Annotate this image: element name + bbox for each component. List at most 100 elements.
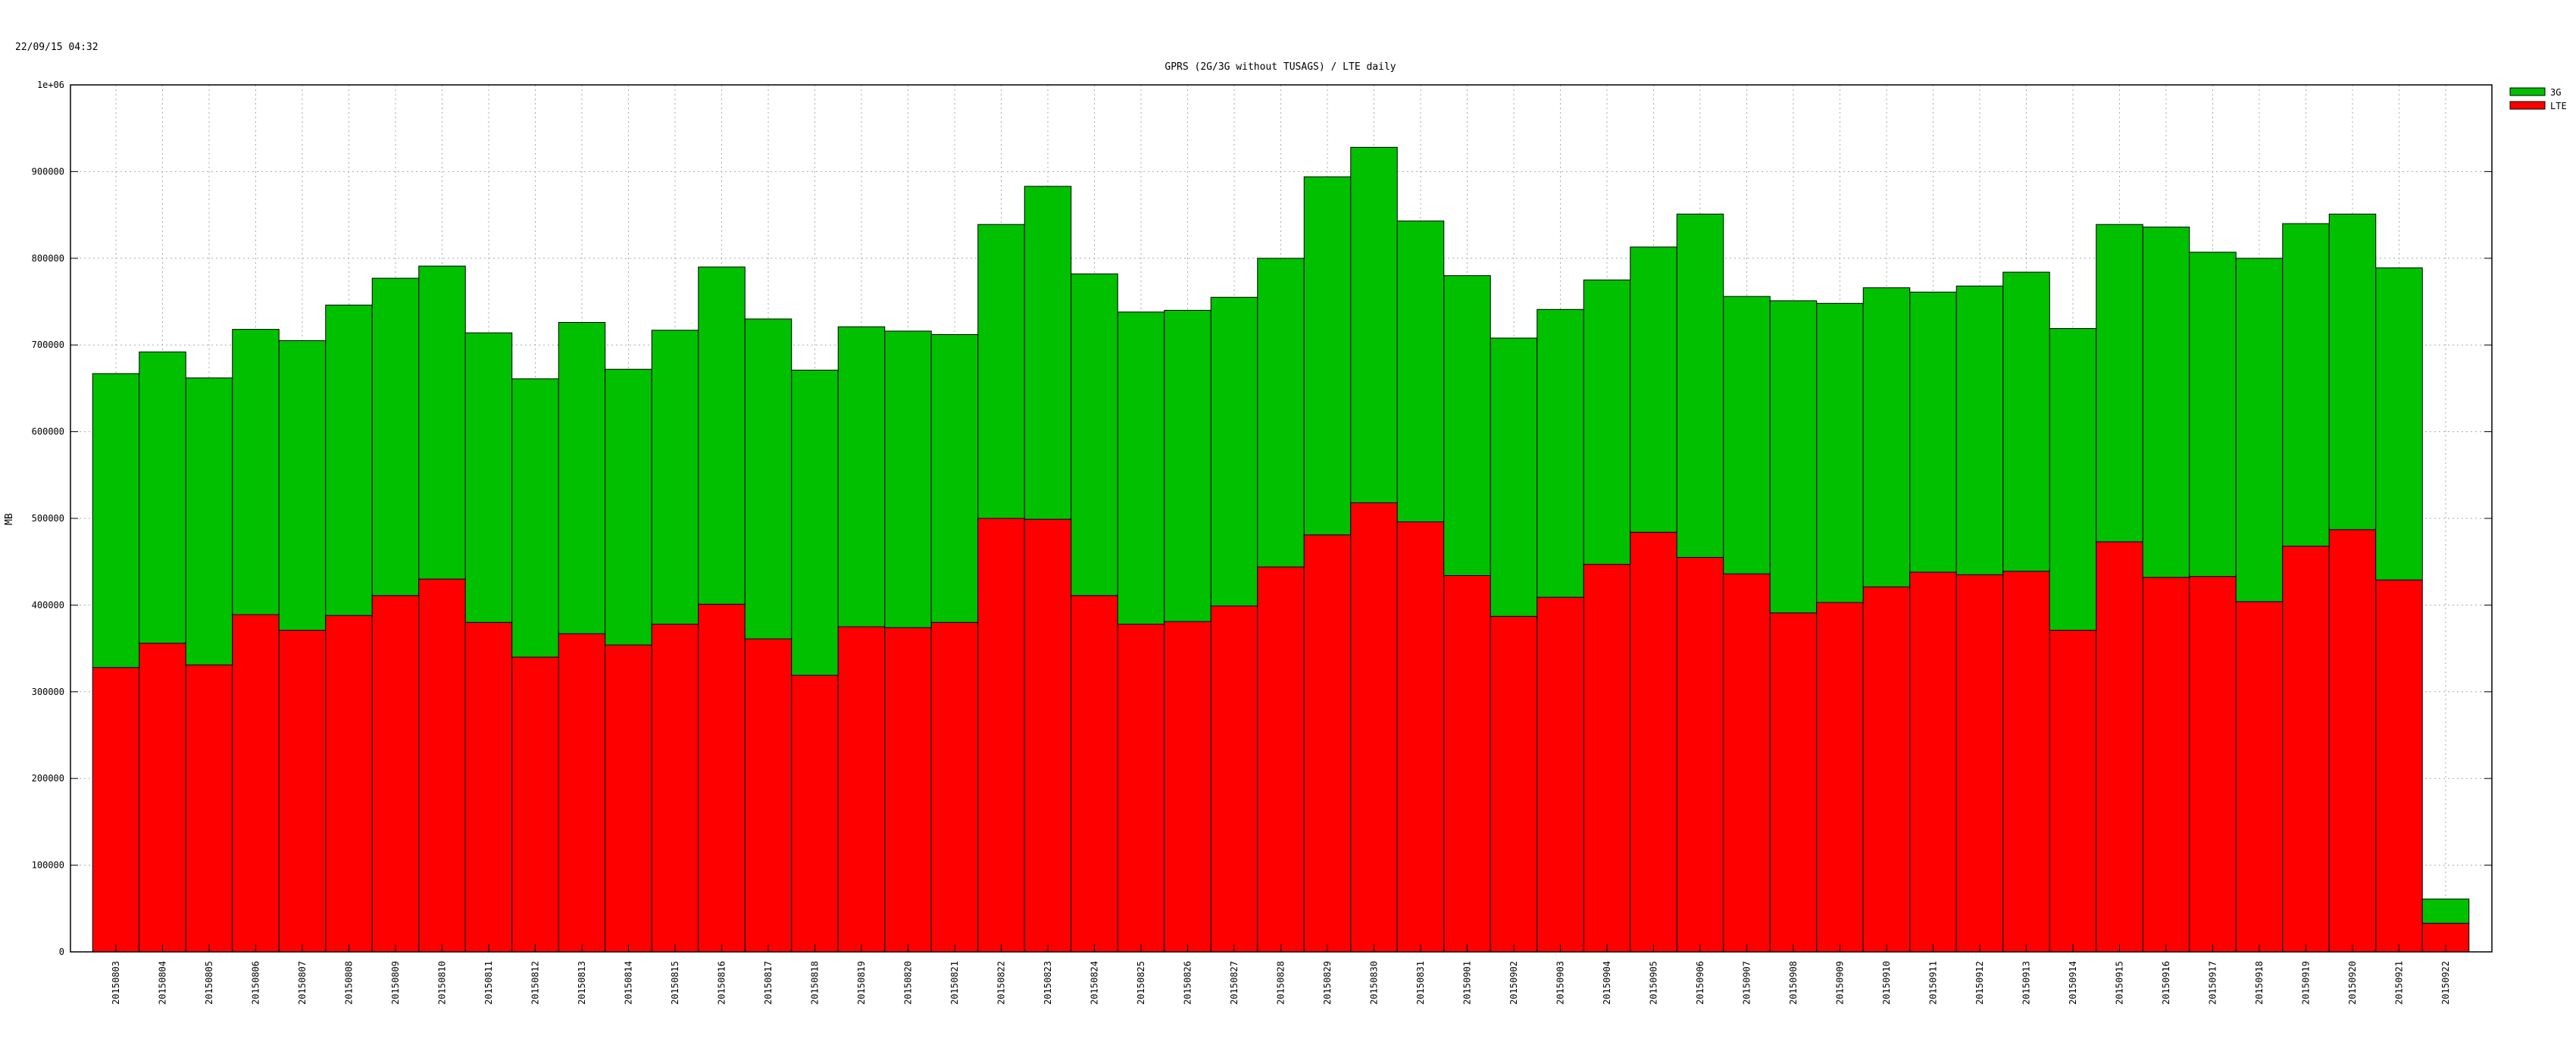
bar-lte <box>2049 630 2097 953</box>
x-tick-label: 20150917 <box>2208 961 2218 1005</box>
chart-title: GPRS (2G/3G without TUSAGS) / LTE daily <box>1165 61 1396 73</box>
legend: 3G LTE <box>2509 87 2567 111</box>
bar-lte <box>1071 595 1118 953</box>
x-tick-label: 20150817 <box>763 961 774 1005</box>
y-tick-label: 0 <box>59 947 64 957</box>
x-tick-label: 20150808 <box>344 961 355 1005</box>
bar-3g <box>2375 267 2423 581</box>
x-tick-label: 20150901 <box>1462 961 1473 1005</box>
y-axis-label: MB <box>4 513 15 525</box>
bar-lte <box>185 664 233 953</box>
bar-3g <box>464 332 513 623</box>
x-tick-label: 20150907 <box>1742 961 1752 1005</box>
bar-lte <box>837 626 886 953</box>
x-tick-label: 20150818 <box>810 961 821 1005</box>
bar-3g <box>2002 271 2050 572</box>
legend-label: LTE <box>2550 101 2567 111</box>
bar-3g <box>1537 308 1584 598</box>
bar-3g <box>1862 287 1911 587</box>
bar-lte <box>744 638 792 953</box>
bar-3g <box>2328 213 2377 530</box>
x-tick-label: 20150815 <box>670 961 680 1005</box>
x-tick-label: 20150803 <box>111 961 121 1005</box>
bar-lte <box>1443 575 1491 953</box>
bar-lte <box>884 627 932 953</box>
x-tick-label: 20150805 <box>204 961 214 1005</box>
bar-3g <box>1257 258 1305 568</box>
bar-3g <box>278 340 327 631</box>
x-tick-label: 20150916 <box>2161 961 2171 1005</box>
x-tick-label: 20150814 <box>624 961 634 1005</box>
bar-lte <box>2235 601 2284 953</box>
bar-lte <box>2375 579 2423 953</box>
bar-3g <box>558 321 606 634</box>
bar-3g <box>1350 146 1398 503</box>
legend-swatch <box>2509 87 2546 96</box>
bar-lte <box>232 614 280 953</box>
bar-3g <box>1955 285 2004 575</box>
bar-3g <box>1396 221 1445 523</box>
bar-3g <box>325 305 373 616</box>
y-tick-label: 800000 <box>32 253 64 264</box>
bar-lte <box>791 674 839 953</box>
bar-lte <box>1583 564 1631 953</box>
bar-lte <box>558 633 606 953</box>
bar-3g <box>2096 224 2143 543</box>
bar-lte <box>278 630 327 953</box>
x-tick-label: 20150919 <box>2301 961 2312 1005</box>
bar-3g <box>1210 296 1258 607</box>
x-tick-label: 20150905 <box>1649 961 1659 1005</box>
x-tick-label: 20150810 <box>437 961 448 1005</box>
y-tick-label: 100000 <box>32 860 64 871</box>
bar-3g <box>139 351 186 644</box>
bar-3g <box>1443 275 1491 577</box>
bar-3g <box>698 266 746 605</box>
bar-3g <box>605 368 652 646</box>
x-tick-label: 20150824 <box>1089 961 1100 1005</box>
bar-lte <box>651 624 699 953</box>
bar-3g <box>651 330 699 625</box>
bar-3g <box>884 330 932 628</box>
y-tick-label: 500000 <box>32 513 64 524</box>
bar-lte <box>92 667 140 953</box>
bar-lte <box>1537 596 1584 953</box>
bar-3g <box>791 369 839 676</box>
bar-lte <box>1769 612 1818 953</box>
y-tick-label: 300000 <box>32 687 64 697</box>
bar-3g <box>2282 223 2330 547</box>
bar-lte <box>977 518 1025 953</box>
x-tick-label: 20150816 <box>717 961 727 1005</box>
bar-lte <box>1117 624 1165 953</box>
bar-lte <box>1816 602 1864 953</box>
bar-3g <box>837 326 886 628</box>
x-tick-label: 20150827 <box>1229 961 1240 1005</box>
y-tick-label: 200000 <box>32 773 64 784</box>
bar-lte <box>1164 621 1211 953</box>
x-tick-label: 20150921 <box>2394 961 2405 1005</box>
bar-lte <box>2328 529 2377 953</box>
bar-3g <box>1816 302 1864 603</box>
bar-3g <box>1024 186 1072 520</box>
x-tick-label: 20150829 <box>1322 961 1333 1005</box>
x-tick-label: 20150910 <box>1881 961 1892 1005</box>
bar-3g <box>1909 291 1957 573</box>
x-tick-label: 20150922 <box>2440 961 2451 1005</box>
x-tick-label: 20150821 <box>949 961 960 1005</box>
bar-3g <box>1490 337 1538 617</box>
x-tick-label: 20150807 <box>297 961 308 1005</box>
bar-lte <box>1723 573 1771 953</box>
bar-lte <box>2096 541 2143 953</box>
y-tick-label: 400000 <box>32 599 64 610</box>
bar-lte <box>1676 556 1724 953</box>
bar-lte <box>1257 566 1305 953</box>
x-tick-label: 20150812 <box>530 961 541 1005</box>
x-tick-label: 20150911 <box>1928 961 1939 1005</box>
bar-lte <box>464 621 513 953</box>
bar-lte <box>2189 576 2237 953</box>
bar-3g <box>371 277 420 596</box>
bar-3g <box>977 224 1025 519</box>
x-tick-label: 20150914 <box>2068 961 2078 1005</box>
x-tick-label: 20150913 <box>2021 961 2032 1005</box>
bar-3g <box>1117 311 1165 625</box>
